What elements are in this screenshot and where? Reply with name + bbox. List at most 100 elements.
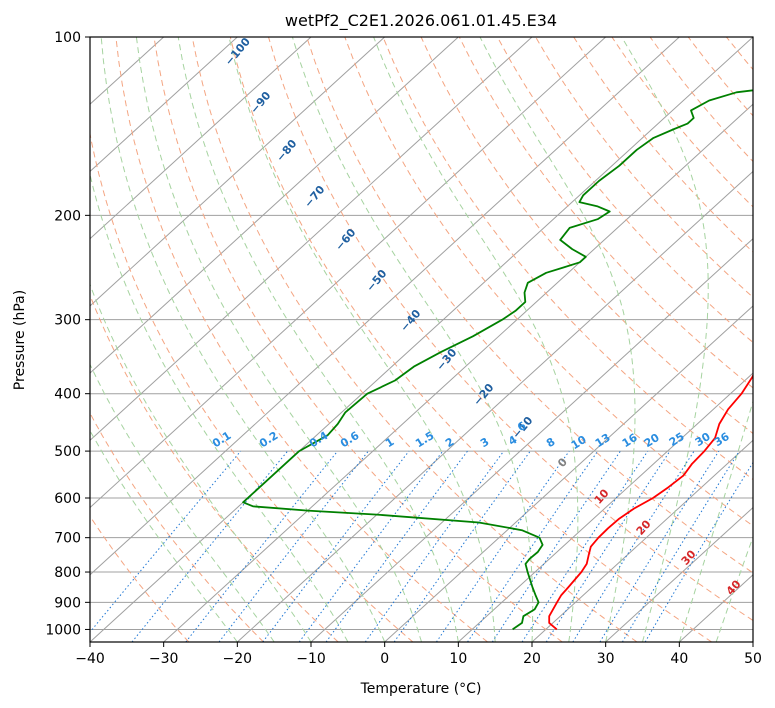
y-tick-label: 500 [54, 444, 81, 460]
moist-adiabat [90, 363, 275, 642]
dry-adiabat-label: −60 [333, 226, 359, 253]
dry-adiabat [687, 37, 753, 117]
dry-adiabat-label: −30 [434, 346, 460, 373]
y-tick-label: 600 [54, 491, 81, 507]
y-tick-label: 300 [54, 313, 81, 329]
x-axis-title: Temperature (°C) [360, 681, 482, 697]
x-tick-label: 50 [744, 651, 762, 667]
isotherm [457, 372, 753, 642]
dry-adiabat [726, 37, 753, 71]
moist-adiabat [479, 37, 636, 642]
mixing-ratio-label: 3 [478, 435, 491, 450]
x-tick-label: −40 [75, 651, 105, 667]
y-tick-label: 800 [54, 565, 81, 581]
dry-adiabat [344, 37, 753, 527]
moist-adiabat [291, 37, 534, 642]
isotherm [90, 37, 459, 374]
moist-adiabat [177, 37, 459, 642]
dry-adiabat-label: −40 [398, 307, 424, 334]
isotherm [163, 103, 753, 642]
dry-adiabat [90, 515, 190, 642]
isotherm [752, 641, 753, 642]
mixing-ratio-line [435, 450, 570, 642]
mixing-ratio-line [491, 450, 621, 642]
dry-adiabat-label: −90 [248, 89, 274, 116]
series-layer [242, 89, 753, 631]
mixing-ratio-label: 25 [667, 430, 687, 449]
x-tick-label: −20 [223, 651, 253, 667]
isotherm [531, 439, 753, 642]
dry-adiabat [611, 37, 753, 208]
dry-adiabat [496, 37, 753, 344]
mixing-ratio-label: 10 [569, 433, 589, 452]
isotherm [384, 305, 753, 642]
moist-adiabat [373, 37, 579, 642]
x-tick-label: −30 [149, 651, 179, 667]
mixing-ratio-line [90, 450, 242, 633]
mixing-ratio-label: 36 [712, 430, 732, 449]
dry-adiabat [90, 131, 414, 642]
dry-adiabat [191, 37, 638, 642]
isotherm [90, 37, 533, 442]
mixing-ratio-label: 30 [693, 430, 713, 449]
mixing-ratio-line [621, 450, 740, 642]
dry-adiabat [420, 37, 753, 435]
dry-adiabat [229, 37, 712, 642]
dry-adiabat [382, 37, 753, 481]
isotherm [236, 170, 753, 642]
isotherm [310, 237, 753, 642]
mixing-ratio-label: 0.4 [307, 429, 331, 451]
dry-adiabat-label: −80 [274, 137, 300, 164]
mixing-ratio-label: 8 [544, 435, 557, 450]
isotherm [605, 506, 753, 642]
dry-adiabat [306, 37, 753, 574]
y-axis-title: Pressure (hPa) [12, 290, 28, 390]
plot-area: −100−90−80−70−60−50−40−30−20−10010203040… [89, 35, 775, 643]
isotherm [90, 37, 312, 240]
mixing-ratio-line [262, 450, 410, 642]
mixing-ratio-line [218, 450, 369, 642]
mixing-ratio-line [364, 450, 505, 642]
mixing-ratio-line [521, 450, 649, 642]
plot-frame [89, 36, 754, 643]
moist-adiabat-label: 40 [724, 577, 744, 597]
y-tick-label: 1000 [45, 622, 81, 638]
moist-adiabat-label: 20 [634, 517, 654, 537]
mixing-ratio-line [393, 450, 531, 642]
dry-adiabat [765, 37, 775, 642]
isotherm [90, 37, 753, 642]
moist-adiabat-label: 30 [679, 547, 699, 567]
dry-adiabat [90, 412, 264, 642]
moist-adiabat [90, 282, 312, 642]
isotherm [90, 37, 607, 509]
mixing-ratio-line [572, 450, 695, 642]
dry-adiabat-label: −70 [302, 183, 328, 210]
isotherm [90, 37, 386, 307]
x-tick-label: 40 [670, 651, 688, 667]
moist-adiabat [100, 37, 386, 642]
dry-adiabat [573, 37, 753, 253]
mixing-ratio-line [467, 450, 599, 642]
dry-adiabat-label: −50 [364, 267, 390, 294]
moist-adiabat [228, 37, 496, 642]
chart-title: wetPf2_C2E1.2026.061.01.45.E34 [285, 11, 557, 31]
mixing-ratio-label: 1 [383, 435, 396, 450]
x-tick-label: 20 [523, 651, 541, 667]
mixing-ratio-label: 0.2 [257, 429, 280, 450]
mixing-ratio-label: 1.5 [413, 429, 436, 450]
mixing-ratio-line [298, 450, 444, 642]
dry-adiabat-label: −100 [222, 35, 253, 68]
background-lines [90, 37, 775, 642]
mixing-ratio-line [599, 450, 720, 642]
moist-adiabat [621, 37, 709, 642]
mixing-ratio-label: 13 [593, 431, 613, 450]
x-tick-label: 10 [449, 651, 467, 667]
isotherm [90, 37, 238, 173]
x-tick-label: 0 [380, 651, 389, 667]
mixing-ratio-label: 0.6 [338, 429, 362, 451]
mixing-ratio-line [185, 450, 338, 642]
y-tick-label: 100 [54, 30, 81, 46]
moist-adiabat [135, 37, 422, 642]
mixing-ratio-line [545, 450, 671, 642]
